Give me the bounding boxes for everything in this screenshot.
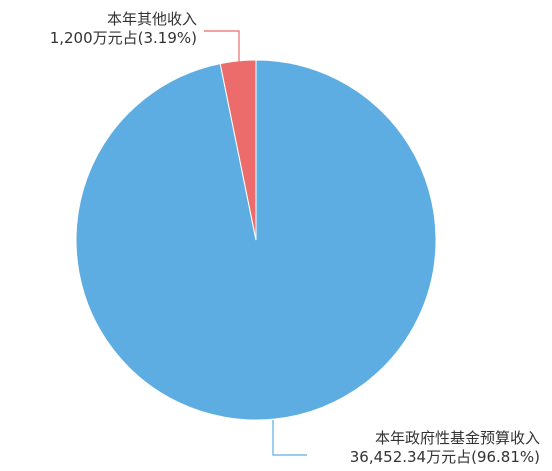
pie-slices [75,59,437,421]
slice-label-name-0: 本年政府性基金预算收入 [375,429,540,447]
slice-label-value-0: 36,452.34万元占(96.81%) [350,448,540,466]
leader-line-0 [272,420,307,456]
leader-lines [204,30,307,456]
slice-label-value-1: 1,200万元占(3.19%) [50,29,197,47]
pie-slice-1 [219,59,257,241]
slice-label-name-1: 本年其他收入 [107,10,197,28]
leader-line-1 [204,30,240,66]
